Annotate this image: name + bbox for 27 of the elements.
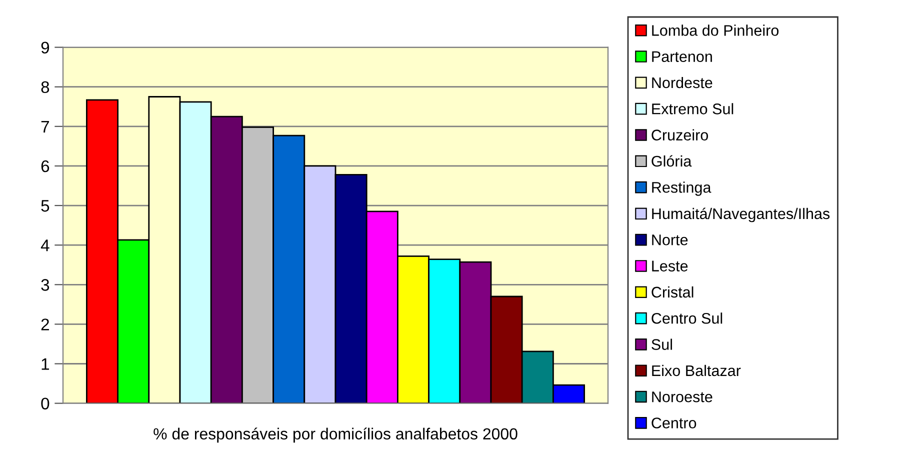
legend-label: Humaitá/Navegantes/Ilhas [652,208,830,222]
x-axis-title: % de responsáveis por domicílios analfabetos 2000 [154,428,518,443]
y-tick-label: 0 [41,398,50,410]
y-tick-label: 3 [41,279,50,291]
y-tick-label: 5 [41,200,50,212]
y-tick-label: 2 [41,318,49,330]
legend-label: Norte [652,234,688,246]
legend-label: Noroeste [652,392,712,402]
legend-label: Sul [652,338,672,350]
y-tick-label: 9 [41,42,50,54]
y-tick-label: 1 [42,358,49,370]
legend-label: Cristal [652,286,694,298]
legend-label: Centro [652,418,696,428]
legend-label: Nordeste [652,76,712,88]
legend-label: Cruzeiro [652,129,708,140]
legend-label: Extremo Sul [652,103,734,114]
y-tick-label: 6 [41,160,50,172]
legend-label: Partenon [652,51,712,62]
legend-label: Leste [652,260,688,272]
legend-label: Glória [652,155,692,167]
y-tick-label: 8 [41,81,50,94]
legend-label: Restinga [652,182,712,196]
legend-label: Centro Sul [652,312,722,324]
y-tick-label: 7 [41,120,49,132]
legend-label: Eixo Baltazar [652,364,741,376]
legend-label: Lomba do Pinheiro [652,24,779,36]
y-tick-label: 4 [40,240,50,252]
